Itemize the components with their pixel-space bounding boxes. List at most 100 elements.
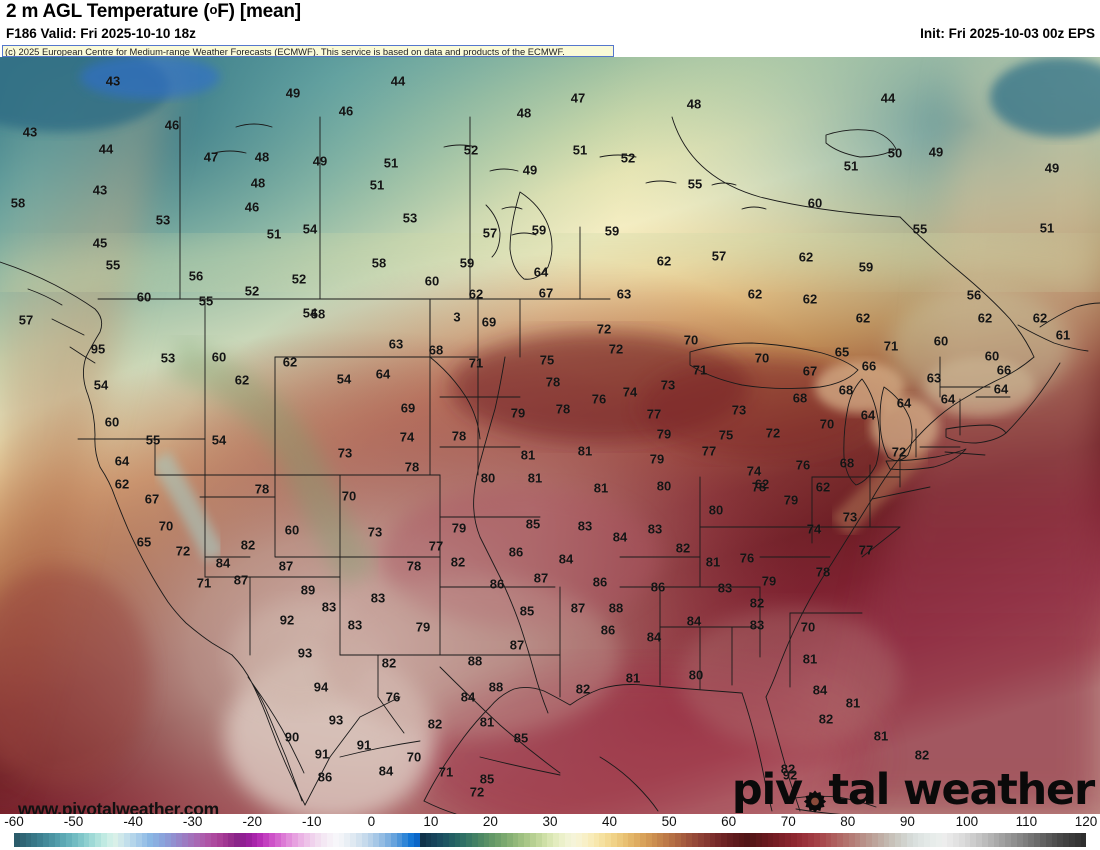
colorbar-swatch [500, 833, 507, 847]
colorbar-swatch [413, 833, 420, 847]
colorbar-swatch [379, 833, 385, 847]
header-bar: 2 m AGL Temperature (oF) [mean] F186 Val… [0, 0, 1100, 57]
colorbar-swatch [1045, 833, 1052, 847]
colorbar-gradient[interactable] [14, 833, 1087, 847]
colorbar-swatch [338, 833, 345, 847]
colorbar-tick: 100 [955, 814, 979, 829]
colorbar-swatch [651, 833, 658, 847]
colorbar-swatch [512, 833, 519, 847]
colorbar-swatch [866, 833, 872, 847]
colorbar-swatch [1011, 833, 1017, 847]
temperature-map[interactable]: 43 49 44 47 48 44 43 46 46 48 50 49 44 47 48 49 52 51 52 51… [0, 57, 1100, 814]
colorbar-swatch [854, 833, 861, 847]
brand-watermark: piv tal weather [732, 765, 1095, 814]
colorbar-swatch [750, 833, 756, 847]
colorbar[interactable]: -60 -50 -40 -30 -20 -10 0 10 20 30 40 50 60 70 80 90 100… [0, 814, 1100, 850]
colorbar-swatch [257, 833, 264, 847]
colorbar-swatch [999, 833, 1006, 847]
colorbar-swatch [883, 833, 890, 847]
colorbar-swatch [982, 833, 988, 847]
colorbar-swatch [408, 833, 414, 847]
colorbar-swatch [315, 833, 322, 847]
colorbar-tick: 60 [721, 814, 737, 829]
colorbar-swatch [727, 833, 733, 847]
colorbar-swatch [112, 833, 119, 847]
colorbar-swatch [692, 833, 699, 847]
colorbar-swatch [222, 833, 229, 847]
colorbar-swatch [947, 833, 954, 847]
page-title: 2 m AGL Temperature (oF) [mean] [6, 1, 301, 23]
colorbar-swatch [889, 833, 896, 847]
colorbar-swatch [993, 833, 1000, 847]
colorbar-swatch [1034, 833, 1041, 847]
colorbar-swatch [147, 833, 154, 847]
colorbar-swatch [48, 833, 55, 847]
colorbar-swatch [721, 833, 728, 847]
colorbar-swatch [228, 833, 235, 847]
colorbar-tick: 120 [1074, 814, 1098, 829]
colorbar-swatch [100, 833, 107, 847]
colorbar-swatch [773, 833, 780, 847]
colorbar-swatch [900, 833, 907, 847]
colorbar-swatch [350, 833, 357, 847]
colorbar-swatch [1057, 833, 1064, 847]
colorbar-swatch [813, 833, 820, 847]
colorbar-tick: -50 [63, 814, 84, 829]
colorbar-swatch [327, 833, 333, 847]
colorbar-swatch [460, 833, 467, 847]
colorbar-swatch [1028, 833, 1035, 847]
colorbar-swatch [831, 833, 838, 847]
colorbar-swatch [657, 833, 664, 847]
colorbar-swatch [564, 833, 571, 847]
colorbar-swatch [645, 833, 652, 847]
colorbar-swatch [419, 833, 426, 847]
colorbar-tick: -30 [182, 814, 203, 829]
colorbar-swatch [848, 833, 855, 847]
colorbar-swatch [802, 833, 809, 847]
colorbar-swatch [425, 833, 432, 847]
colorbar-swatch [819, 833, 826, 847]
colorbar-swatch [274, 833, 281, 847]
colorbar-tick-labels: -60 -50 -40 -30 -20 -10 0 10 20 30 40 50 60 70 80 90 100… [0, 814, 1100, 832]
colorbar-tick: 90 [899, 814, 915, 829]
colorbar-swatch [269, 833, 275, 847]
colorbar-swatch [42, 833, 49, 847]
colorbar-swatch [1040, 833, 1046, 847]
colorbar-swatch [529, 833, 536, 847]
colorbar-swatch [124, 833, 130, 847]
colorbar-swatch [616, 833, 623, 847]
colorbar-swatch [634, 833, 641, 847]
colorbar-swatch [437, 833, 443, 847]
colorbar-swatch [361, 833, 368, 847]
colorbar-tick: -20 [242, 814, 262, 829]
colorbar-swatch [547, 833, 554, 847]
colorbar-swatch [837, 833, 843, 847]
colorbar-swatch [1080, 833, 1087, 847]
colorbar-swatch [553, 833, 559, 847]
colorbar-swatch [587, 833, 594, 847]
colorbar-swatch [779, 833, 785, 847]
colorbar-swatch [541, 833, 548, 847]
colorbar-swatch [860, 833, 867, 847]
colorbar-swatch [825, 833, 832, 847]
colorbar-swatch [674, 833, 681, 847]
colorbar-swatch [663, 833, 670, 847]
colorbar-swatch [454, 833, 461, 847]
colorbar-swatch [385, 833, 391, 847]
colorbar-swatch [1022, 833, 1029, 847]
colorbar-swatch [54, 833, 61, 847]
colorbar-swatch [761, 833, 768, 847]
colorbar-swatch [941, 833, 948, 847]
colorbar-swatch [906, 833, 913, 847]
colorbar-swatch [141, 833, 148, 847]
colorbar-swatch [558, 833, 565, 847]
colorbar-swatch [89, 833, 96, 847]
colorbar-swatch [605, 833, 612, 847]
colorbar-swatch [686, 833, 693, 847]
colorbar-swatch [344, 833, 351, 847]
colorbar-swatch [1074, 833, 1081, 847]
colorbar-swatch [402, 833, 409, 847]
colorbar-swatch [953, 833, 959, 847]
colorbar-swatch [135, 833, 142, 847]
